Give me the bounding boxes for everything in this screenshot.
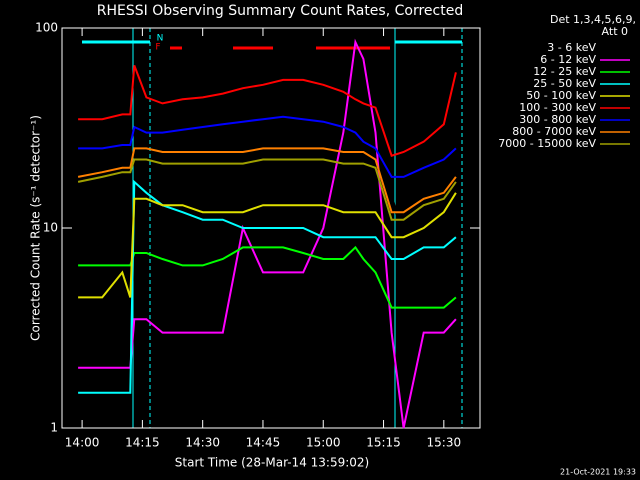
legend-title: Det 1,3,4,5,6,9, [550,13,636,26]
legend-label: 50 - 100 keV [526,89,596,102]
x-tick-label: 15:00 [306,436,341,450]
series-line [78,65,457,157]
series-line [78,192,457,299]
y-tick-label: 100 [35,21,58,35]
x-tick-label: 14:45 [246,436,281,450]
legend-label: 7000 - 15000 keV [498,137,596,150]
x-tick-label: 14:30 [185,436,220,450]
legend-label: 25 - 50 keV [533,77,596,90]
legend-label: 6 - 12 keV [540,53,596,66]
legend-label: 100 - 300 keV [519,101,596,114]
footer: 21-Oct-2021 19:33 [560,468,636,477]
series-line [77,147,457,214]
series-line [77,158,457,221]
chart-title: RHESSI Observing Summary Count Rates, Co… [97,3,463,19]
x-tick-label: 14:15 [125,436,160,450]
x-tick-label: 15:30 [427,436,462,450]
y-axis-label: Corrected Count Rate (s⁻¹ detector⁻¹) [29,115,43,341]
legend-label: 800 - 7000 keV [512,125,596,138]
y-tick-label: 10 [43,221,58,235]
x-axis-label: Start Time (28-Mar-14 13:59:02) [175,456,369,470]
legend-label: 300 - 800 keV [519,113,596,126]
y-tick-label: 1 [50,421,58,435]
legend-title: Att 0 [602,25,628,38]
flag-n: N [157,34,164,44]
x-tick-label: 15:15 [366,436,401,450]
series-line [78,109,457,290]
flag-f: F [155,43,160,53]
legend-label: 12 - 25 keV [533,65,596,78]
x-tick-label: 14:00 [65,436,100,450]
series-line [78,38,457,429]
series-line [78,115,457,178]
legend-label: 3 - 6 keV [547,41,596,54]
